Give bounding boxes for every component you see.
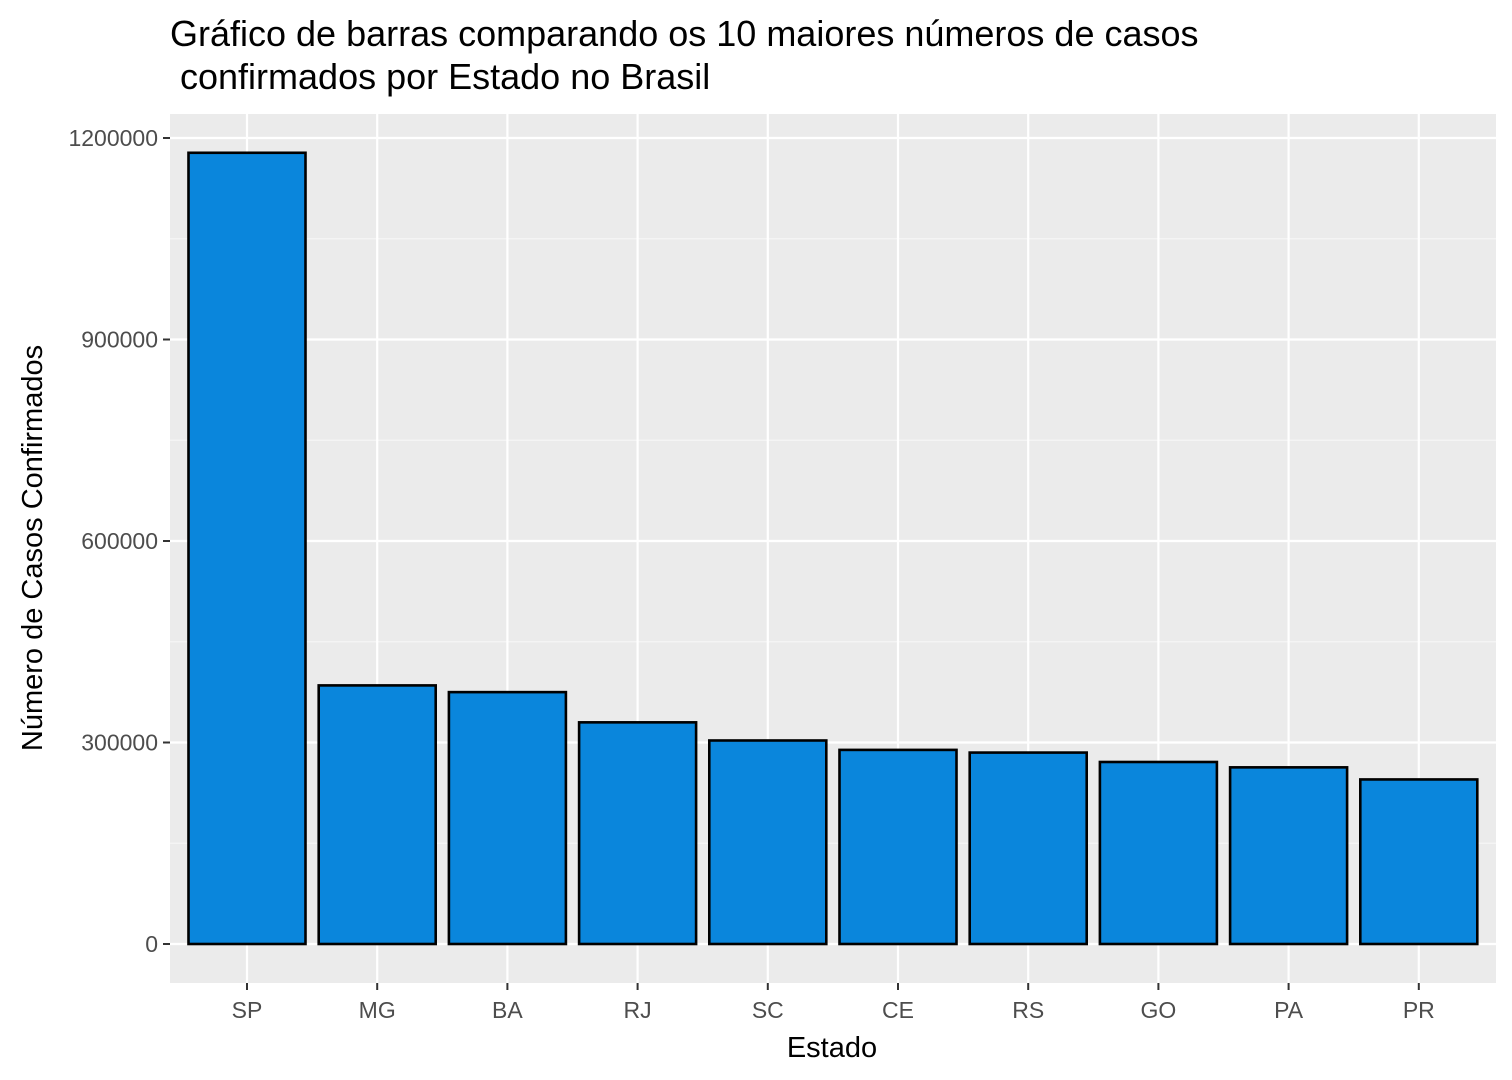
bar-mg (317, 684, 438, 946)
x-tick-label-mg: MG (359, 997, 396, 1023)
x-tick-label-pa: PA (1274, 997, 1304, 1023)
y-tick-label-0: 0 (145, 931, 158, 957)
bar-rs (968, 751, 1089, 946)
y-tick-label-2: 600000 (81, 528, 158, 554)
bar-sc (707, 739, 828, 946)
x-tick-label-rj: RJ (624, 997, 652, 1023)
x-tick-label-rs: RS (1012, 997, 1044, 1023)
bar-go (1098, 760, 1219, 946)
bar-sp (187, 151, 307, 946)
x-tick-label-go: GO (1141, 997, 1177, 1023)
y-tick-label-4: 1200000 (68, 125, 158, 151)
bar-ce (838, 748, 958, 946)
y-tick-label-1: 300000 (81, 730, 158, 756)
y-tick-label-3: 900000 (81, 327, 158, 353)
x-tick-label-ba: BA (492, 997, 523, 1023)
x-tick-label-sp: SP (232, 997, 263, 1023)
axis-ticks: 0 300000 600000 900000 1200000 SP MG BA RJ SC CE RS… (68, 125, 1434, 1023)
bar-rj (577, 721, 698, 946)
bar-pr (1359, 778, 1479, 946)
x-axis-title: Estado (787, 1032, 877, 1064)
bar-pa (1228, 766, 1349, 946)
bars (187, 151, 1479, 946)
chart-title-line-2: confirmados por Estado no Brasil (170, 56, 710, 97)
y-axis-title: Número de Casos Confirmados (17, 345, 49, 751)
bar-ba (447, 690, 568, 946)
chart-title-line-1: Gráfico de barras comparando os 10 maior… (170, 13, 1199, 54)
x-tick-label-pr: PR (1403, 997, 1435, 1023)
x-tick-label-sc: SC (752, 997, 784, 1023)
x-tick-label-ce: CE (882, 997, 914, 1023)
